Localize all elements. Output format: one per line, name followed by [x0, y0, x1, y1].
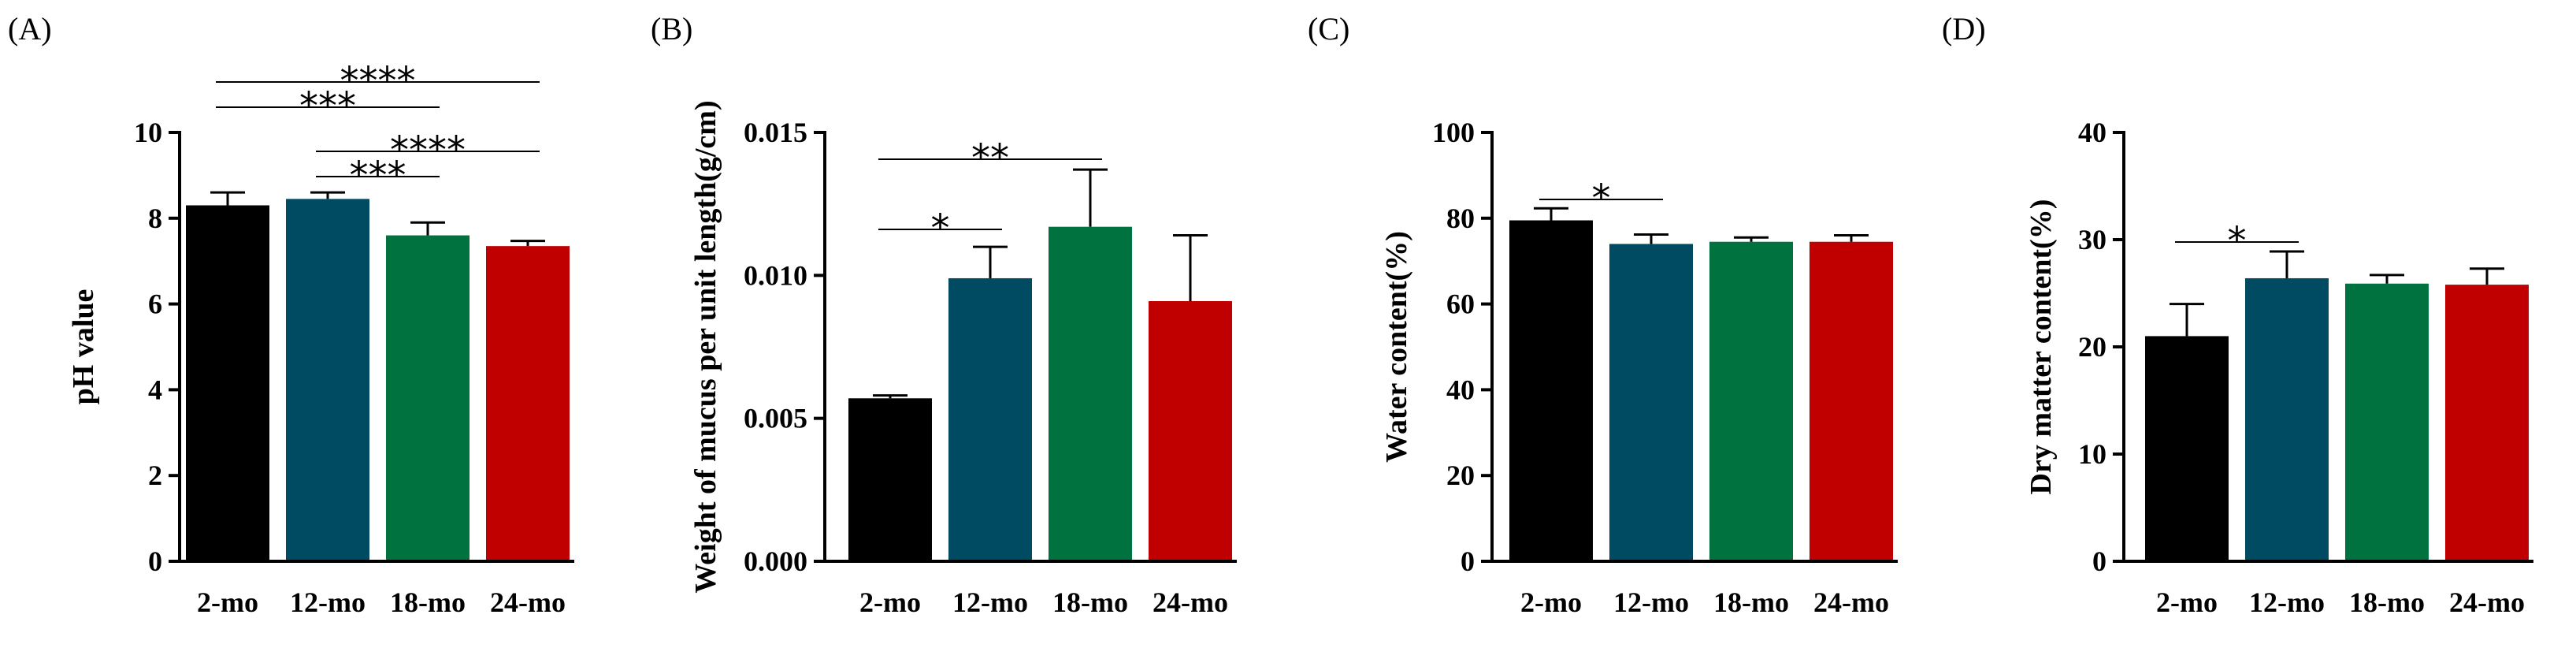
y-tick-label: 80: [1446, 203, 1475, 234]
y-tick-label: 0.015: [744, 117, 807, 148]
x-tick-label: 2-mo: [1520, 587, 1582, 618]
x-tick-label: 24-mo: [1153, 587, 1228, 618]
x-tick-label: 24-mo: [490, 587, 566, 618]
bar: [1709, 241, 1793, 561]
y-tick-label: 100: [1432, 117, 1475, 148]
panel-c: (C) 0 20 40 60 80 100 2-mo 12-mo 18-mo 24-mo Water …: [1308, 11, 1898, 618]
y-tick-label: 10: [2078, 438, 2106, 470]
bar: [848, 398, 932, 561]
y-tick-label: 0.005: [744, 403, 807, 434]
y-tick-label: 0: [2092, 546, 2106, 577]
x-tick-label: 18-mo: [1713, 587, 1789, 618]
bar: [1149, 300, 1232, 561]
y-tick-label: 60: [1446, 289, 1475, 320]
significance-label: ***: [350, 154, 406, 198]
x-tick-label: 2-mo: [197, 587, 258, 618]
y-tick-label: 8: [148, 203, 162, 234]
panel-d: (D) 0 10 20 30 40 2-mo 12-mo 18-mo 24-mo Dry matte…: [1942, 11, 2533, 618]
x-tick-label: 12-mo: [1613, 587, 1689, 618]
panel-a: (A) 0 2 4 6 8 10 2-mo 12-mo 18-mo 24-mo pH value ***…: [8, 11, 574, 618]
panel-label: (C): [1308, 11, 1349, 47]
bar: [1810, 241, 1893, 561]
panel-b: (B) 0.000 0.005 0.010 0.015 2-mo 12-mo 18-mo 24-…: [651, 11, 1237, 618]
significance-label: *: [931, 207, 950, 251]
panel-label: (D): [1942, 11, 1986, 47]
y-tick-label: 2: [148, 460, 162, 491]
y-tick-label: 0: [1461, 546, 1475, 577]
y-axis-label: Weight of mucus per unit length(g/cm): [689, 100, 722, 593]
significance-label: *: [1592, 177, 1611, 221]
bar: [286, 199, 369, 561]
y-tick-label: 20: [2078, 331, 2106, 363]
bar: [1049, 226, 1132, 561]
x-tick-label: 18-mo: [390, 587, 466, 618]
y-tick-label: 0: [148, 546, 162, 577]
y-tick-label: 20: [1446, 460, 1475, 491]
y-axis-label: Dry matter content(%): [2025, 199, 2058, 495]
bar: [948, 277, 1032, 561]
bar: [2345, 283, 2429, 561]
x-tick-label: 12-mo: [290, 587, 366, 618]
x-tick-label: 12-mo: [2249, 587, 2325, 618]
y-tick-label: 30: [2078, 224, 2106, 255]
significance-label: ****: [340, 59, 416, 103]
y-tick-label: 0.010: [744, 259, 807, 291]
bar: [186, 205, 269, 561]
bar: [2245, 277, 2329, 561]
x-tick-label: 2-mo: [859, 587, 921, 618]
x-tick-label: 18-mo: [2349, 587, 2425, 618]
x-tick-label: 24-mo: [1813, 587, 1889, 618]
x-tick-label: 2-mo: [2156, 587, 2218, 618]
y-tick-label: 4: [148, 374, 162, 405]
x-tick-label: 12-mo: [952, 587, 1028, 618]
y-axis-label: Water content(%): [1380, 231, 1413, 463]
y-tick-label: 6: [148, 289, 162, 320]
significance-label: ***: [299, 84, 356, 128]
panel-label: (B): [651, 11, 692, 47]
y-tick-label: 40: [1446, 374, 1475, 405]
significance-label: **: [971, 136, 1009, 181]
y-tick-label: 40: [2078, 117, 2106, 148]
bar: [386, 235, 470, 561]
bar: [486, 246, 570, 561]
y-tick-label: 10: [134, 117, 162, 148]
x-tick-label: 18-mo: [1052, 587, 1128, 618]
y-tick-label: 0.000: [744, 546, 807, 577]
bar: [1609, 244, 1693, 561]
y-axis-label: pH value: [67, 289, 100, 405]
bar: [1509, 220, 1593, 561]
bar: [2145, 336, 2229, 561]
x-tick-label: 24-mo: [2449, 587, 2525, 618]
significance-label: *: [2228, 219, 2247, 263]
bar: [2445, 285, 2529, 561]
panel-label: (A): [8, 11, 52, 47]
significance-label: ****: [390, 128, 466, 173]
